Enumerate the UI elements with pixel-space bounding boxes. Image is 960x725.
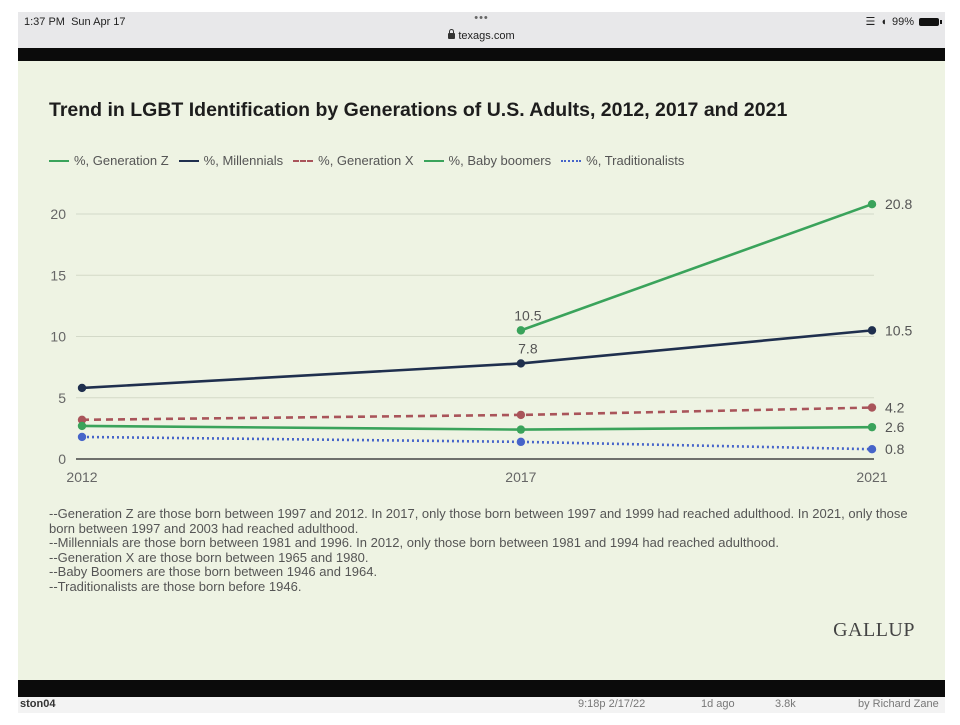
legend-swatch: [293, 159, 314, 162]
legend-label: %, Generation Z: [74, 153, 169, 168]
series-line: [81, 424, 873, 431]
data-point: [516, 359, 526, 368]
legend-item: %, Traditionalists: [561, 153, 684, 168]
chart-note: --Traditionalists are those born before …: [49, 578, 302, 594]
chart-note: --Baby Boomers are those born between 19…: [49, 564, 378, 580]
post-age: 1d ago: [701, 698, 735, 710]
data-point: [516, 410, 526, 420]
status-time-text: 1:37 PM: [24, 16, 65, 28]
line-chart-plot: 0 5 10 15 20 2012 2017 2021 10.5 20.8 7.8 10.5 4.2 2.…: [50, 196, 912, 485]
series-line: [520, 202, 873, 332]
chart-panel: Trend in LGBT Identification by Generati…: [18, 61, 945, 680]
data-label: 4.2: [885, 400, 905, 416]
status-bar: 1:37 PM Sun Apr 17 ••• texags.com ☰ ◖ 99…: [18, 12, 945, 48]
battery-percent: 99%: [891, 15, 914, 28]
wifi-icon: ☰: [865, 16, 876, 28]
post-date: 9:18p 2/17/22: [578, 698, 646, 710]
data-point: [516, 437, 526, 447]
forum-post-strip: ston04 9:18p 2/17/22 1d ago 3.8k by Rich…: [18, 697, 945, 713]
data-point: [867, 422, 877, 432]
chart-notes: --Generation Z are those born between 19…: [49, 506, 929, 595]
data-label: 20.8: [885, 196, 912, 212]
x-tick-label: 2012: [66, 469, 97, 485]
top-dark-band: [18, 48, 945, 61]
series-line: [81, 435, 873, 451]
y-tick-label: 20: [50, 206, 66, 222]
legend-item: %, Baby boomers: [423, 153, 552, 168]
bottom-dark-band: [18, 680, 945, 697]
data-point: [516, 326, 526, 335]
x-tick-label: 2017: [505, 469, 536, 485]
gallup-logo: GALLUP: [833, 619, 915, 641]
x-tick-label: 2021: [856, 469, 887, 485]
data-point: [77, 421, 87, 431]
chart-note: --Millennials are those born between 198…: [49, 535, 779, 551]
y-tick-label: 5: [58, 390, 66, 406]
y-tick-label: 0: [58, 451, 66, 467]
chart-note: --Generation X are those born between 19…: [49, 549, 369, 565]
data-point: [867, 445, 877, 454]
legend-label: %, Generation X: [318, 153, 414, 168]
legend-label: %, Baby boomers: [448, 153, 552, 168]
data-point: [77, 415, 87, 424]
legend-label: %, Millennials: [203, 153, 284, 168]
legend-item: %, Generation Z: [49, 153, 169, 168]
lock-icon: [448, 29, 456, 39]
status-time: 1:37 PM Sun Apr 17: [24, 16, 126, 28]
post-username[interactable]: ston04: [20, 698, 56, 710]
legend-swatch: [178, 159, 199, 162]
legend-label: %, Traditionalists: [586, 153, 685, 168]
chart-note: --Generation Z are those born between 19…: [49, 506, 908, 536]
y-tick-label: 10: [50, 329, 66, 345]
data-point: [867, 326, 877, 335]
url-text: texags.com: [458, 30, 515, 42]
data-point: [867, 200, 877, 209]
tab-dots-icon[interactable]: •••: [474, 12, 489, 24]
status-date-text: Sun Apr 17: [71, 16, 126, 28]
battery-icon: [919, 17, 942, 26]
series-line: [81, 406, 873, 422]
chart-title: Trend in LGBT Identification by Generati…: [49, 99, 788, 121]
legend-swatch: [423, 159, 444, 162]
data-label: 10.5: [885, 322, 912, 338]
address-bar[interactable]: texags.com: [18, 29, 945, 42]
data-label: 2.6: [885, 419, 905, 435]
status-right: ☰ ◖ 99%: [865, 15, 942, 28]
legend-item: %, Generation X: [293, 153, 414, 168]
data-point: [77, 432, 87, 442]
data-label: 0.8: [885, 441, 905, 457]
series-line: [81, 329, 873, 390]
legend-item: %, Millennials: [178, 153, 284, 168]
post-author: by Richard Zane: [858, 698, 939, 710]
moon-icon: ◖: [880, 15, 887, 28]
data-point: [77, 383, 87, 393]
data-label: 10.5: [514, 307, 541, 323]
data-label: 7.8: [518, 340, 538, 356]
y-tick-label: 15: [50, 267, 66, 283]
chart-legend: %, Generation Z %, Millennials %, Generati…: [49, 153, 684, 168]
data-point: [516, 425, 526, 434]
data-point: [867, 403, 877, 412]
legend-swatch: [561, 159, 582, 162]
legend-swatch: [49, 159, 69, 162]
view-count: 3.8k: [775, 698, 796, 710]
